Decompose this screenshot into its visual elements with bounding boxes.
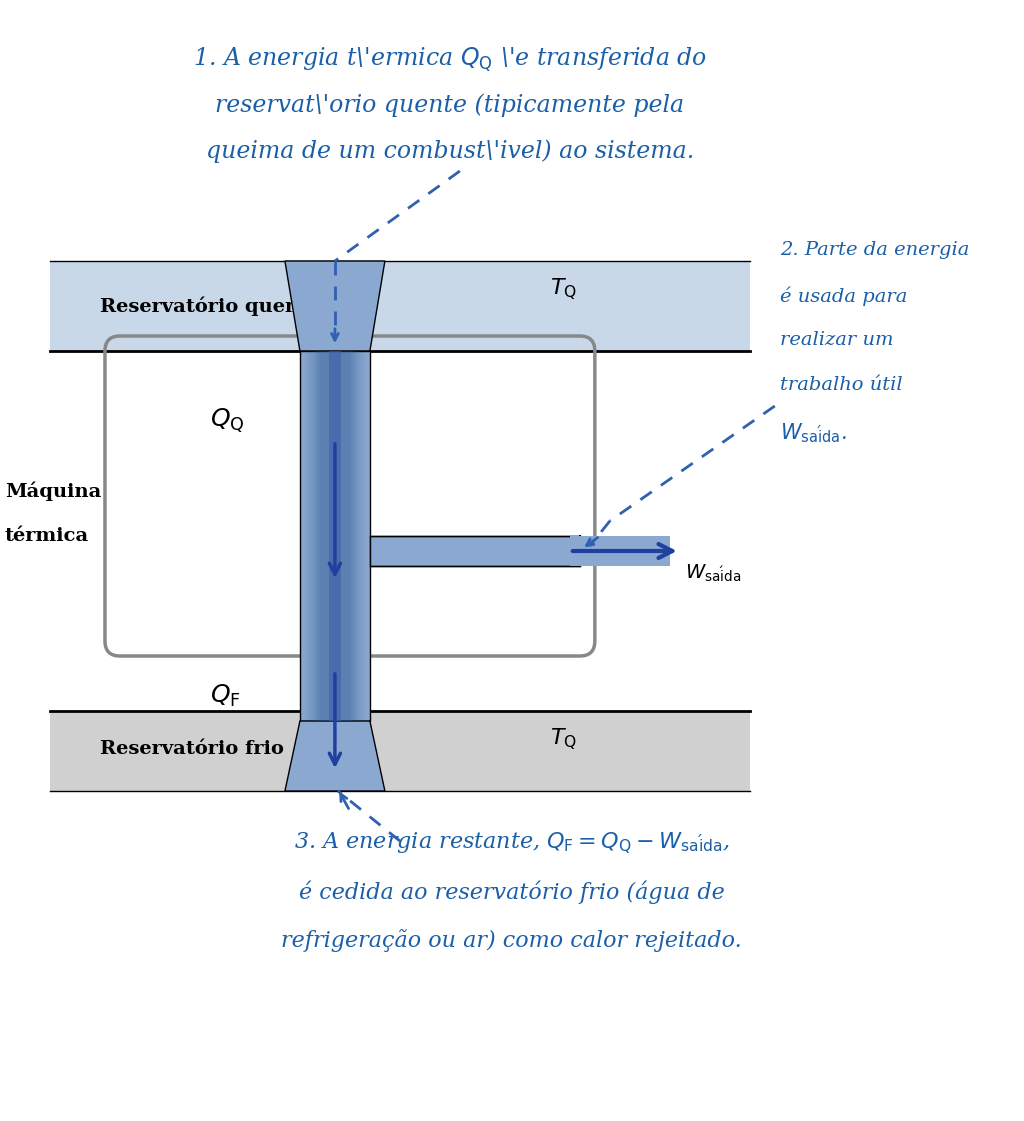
Text: reservat\'orio quente (tipicamente pela: reservat\'orio quente (tipicamente pela (215, 93, 684, 117)
FancyBboxPatch shape (300, 351, 370, 721)
Text: realizar um: realizar um (780, 331, 893, 349)
Text: $W_\mathrm{sa\'ida}$: $W_\mathrm{sa\'ida}$ (685, 563, 741, 584)
Text: Máquina: Máquina (5, 481, 101, 501)
Text: queima de um combust\'ivel) ao sistema.: queima de um combust\'ivel) ao sistema. (206, 139, 694, 163)
FancyBboxPatch shape (50, 711, 750, 791)
Text: 3. A energia restante, $Q_\mathrm{F} = Q_\mathrm{Q} - W_\mathrm{sa\'ida}$,: 3. A energia restante, $Q_\mathrm{F} = Q… (294, 831, 730, 856)
Text: $W_\mathrm{sa\'ida}$.: $W_\mathrm{sa\'ida}$. (780, 421, 847, 445)
FancyBboxPatch shape (318, 351, 351, 721)
Text: térmica: térmica (5, 527, 89, 545)
Text: Reservatório frio: Reservatório frio (100, 740, 284, 758)
Text: $T_\mathrm{Q}$: $T_\mathrm{Q}$ (550, 276, 577, 302)
FancyBboxPatch shape (50, 261, 750, 351)
Polygon shape (569, 536, 670, 566)
Polygon shape (370, 536, 580, 566)
Polygon shape (285, 261, 385, 351)
Text: $T_\mathrm{Q}$: $T_\mathrm{Q}$ (550, 726, 577, 752)
Text: 1. A energia t\'ermica $Q_\mathrm{Q}$ \'e transferida do: 1. A energia t\'ermica $Q_\mathrm{Q}$ \'… (193, 46, 707, 74)
Text: $Q_\mathrm{F}$: $Q_\mathrm{F}$ (210, 683, 241, 710)
Text: Reservatório quente: Reservatório quente (100, 296, 321, 316)
FancyBboxPatch shape (319, 351, 350, 721)
Text: $Q_\mathrm{Q}$: $Q_\mathrm{Q}$ (210, 407, 245, 435)
Text: refrigeração ou ar) como calor rejeitado.: refrigeração ou ar) como calor rejeitado… (282, 929, 742, 952)
Text: trabalho útil: trabalho útil (780, 376, 902, 393)
Text: 2. Parte da energia: 2. Parte da energia (780, 241, 969, 259)
FancyBboxPatch shape (317, 351, 352, 721)
Polygon shape (285, 721, 385, 791)
FancyBboxPatch shape (329, 351, 341, 721)
Text: é cedida ao reservatório frio (água de: é cedida ao reservatório frio (água de (299, 881, 725, 905)
Text: é usada para: é usada para (780, 286, 907, 306)
